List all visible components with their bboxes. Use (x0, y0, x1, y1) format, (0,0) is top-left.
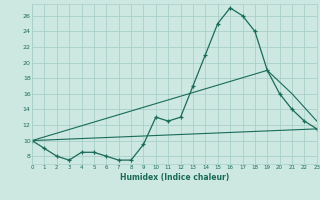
X-axis label: Humidex (Indice chaleur): Humidex (Indice chaleur) (120, 173, 229, 182)
